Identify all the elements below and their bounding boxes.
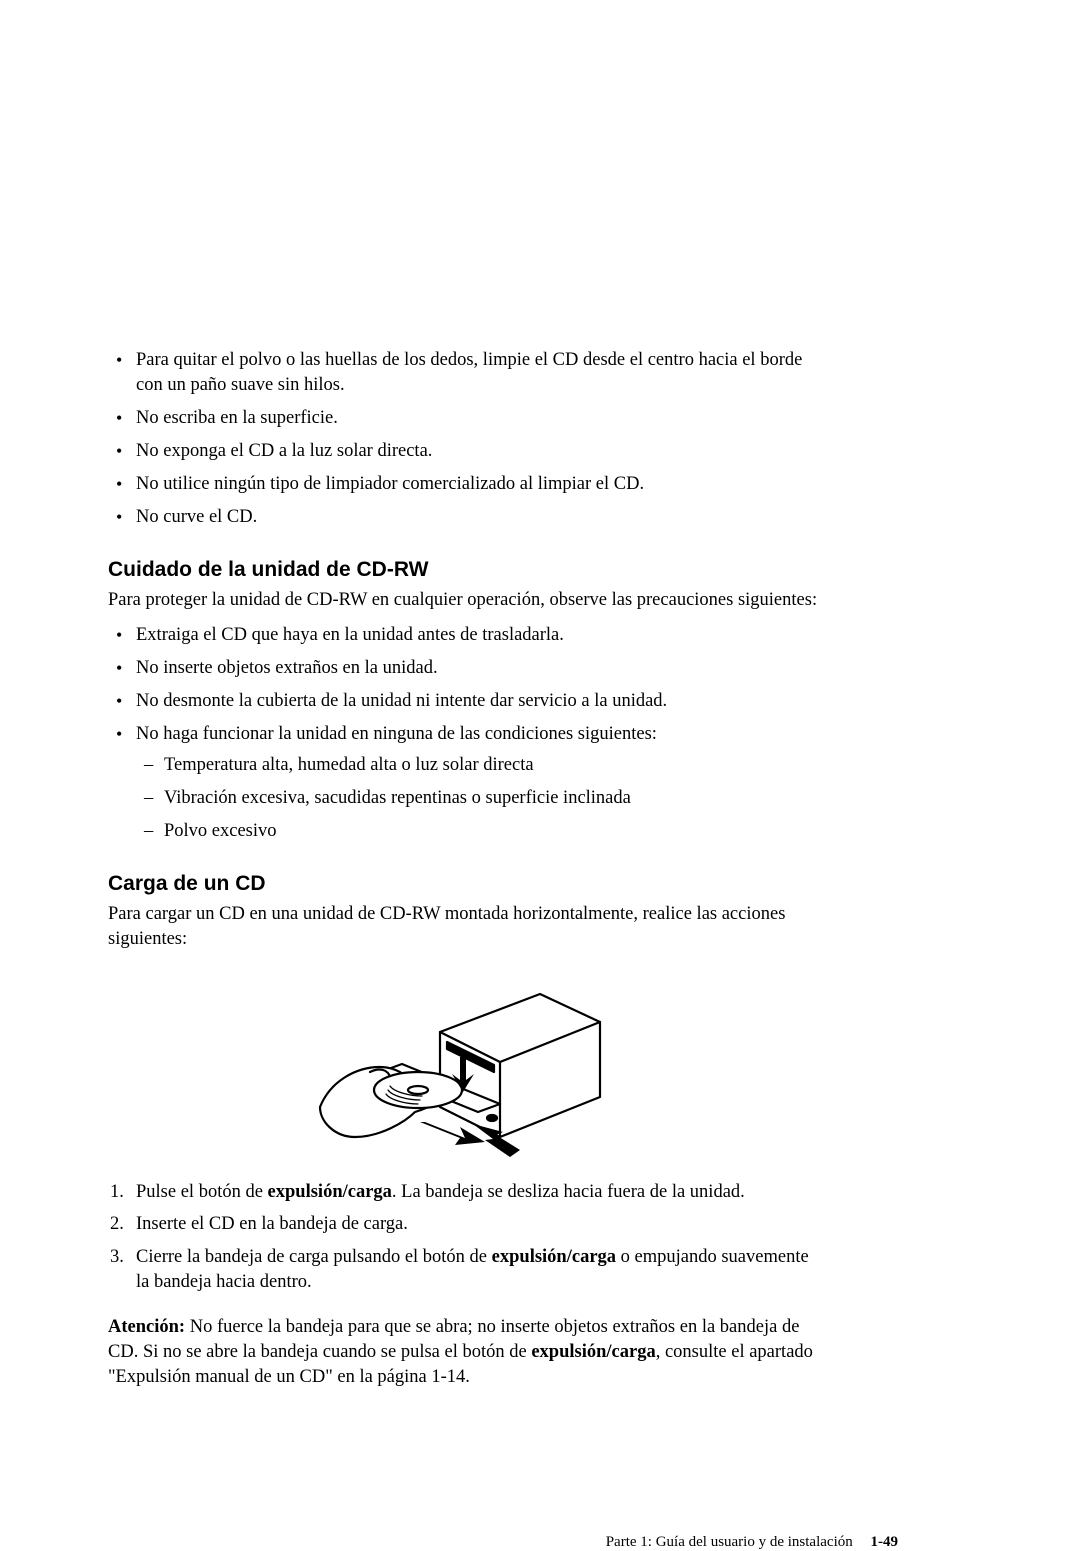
cuidado-bullet-list: Extraiga el CD que haya en la unidad ant…: [108, 623, 822, 844]
attention-note: Atención: No fuerce la bandeja para que …: [108, 1315, 822, 1390]
page-footer: Parte 1: Guía del usuario y de instalaci…: [108, 1534, 898, 1551]
bold-term: expulsión/carga: [492, 1247, 616, 1267]
section-title-cuidado: Cuidado de la unidad de CD-RW: [108, 558, 822, 582]
step-item: Inserte el CD en la bandeja de carga.: [108, 1212, 822, 1237]
list-item: Para quitar el polvo o las huellas de lo…: [108, 348, 822, 398]
page-content: Para quitar el polvo o las huellas de lo…: [108, 348, 822, 1400]
list-item: No desmonte la cubierta de la unidad ni …: [108, 689, 822, 714]
step-text: Cierre la bandeja de carga pulsando el b…: [136, 1247, 492, 1267]
sub-bullet-list: Temperatura alta, humedad alta o luz sol…: [136, 753, 822, 844]
list-item: No exponga el CD a la luz solar directa.: [108, 439, 822, 464]
list-item: Polvo excesivo: [136, 819, 822, 844]
section-title-carga: Carga de un CD: [108, 872, 822, 896]
note-label: Atención:: [108, 1317, 185, 1337]
cd-drive-figure: [108, 972, 822, 1162]
step-text: Pulse el botón de: [136, 1182, 268, 1202]
list-item: No escriba en la superficie.: [108, 406, 822, 431]
list-item: No curve el CD.: [108, 505, 822, 530]
list-item: Extraiga el CD que haya en la unidad ant…: [108, 623, 822, 648]
page-number: 1-49: [871, 1534, 899, 1550]
step-item: Cierre la bandeja de carga pulsando el b…: [108, 1245, 822, 1295]
cd-drive-illustration: [310, 972, 620, 1162]
list-item: Temperatura alta, humedad alta o luz sol…: [136, 753, 822, 778]
list-item-text: No haga funcionar la unidad en ninguna d…: [136, 724, 657, 744]
list-item: No haga funcionar la unidad en ninguna d…: [108, 722, 822, 844]
section-intro: Para proteger la unidad de CD-RW en cual…: [108, 588, 822, 613]
top-bullet-list: Para quitar el polvo o las huellas de lo…: [108, 348, 822, 530]
bold-term: expulsión/carga: [531, 1342, 655, 1362]
bold-term: expulsión/carga: [268, 1182, 392, 1202]
step-text: . La bandeja se desliza hacia fuera de l…: [392, 1182, 745, 1202]
list-item: No inserte objetos extraños en la unidad…: [108, 656, 822, 681]
step-item: Pulse el botón de expulsión/carga. La ba…: [108, 1180, 822, 1205]
list-item: No utilice ningún tipo de limpiador come…: [108, 472, 822, 497]
list-item: Vibración excesiva, sacudidas repentinas…: [136, 786, 822, 811]
footer-text: Parte 1: Guía del usuario y de instalaci…: [606, 1534, 853, 1550]
section-intro: Para cargar un CD en una unidad de CD-RW…: [108, 902, 822, 952]
steps-list: Pulse el botón de expulsión/carga. La ba…: [108, 1180, 822, 1296]
